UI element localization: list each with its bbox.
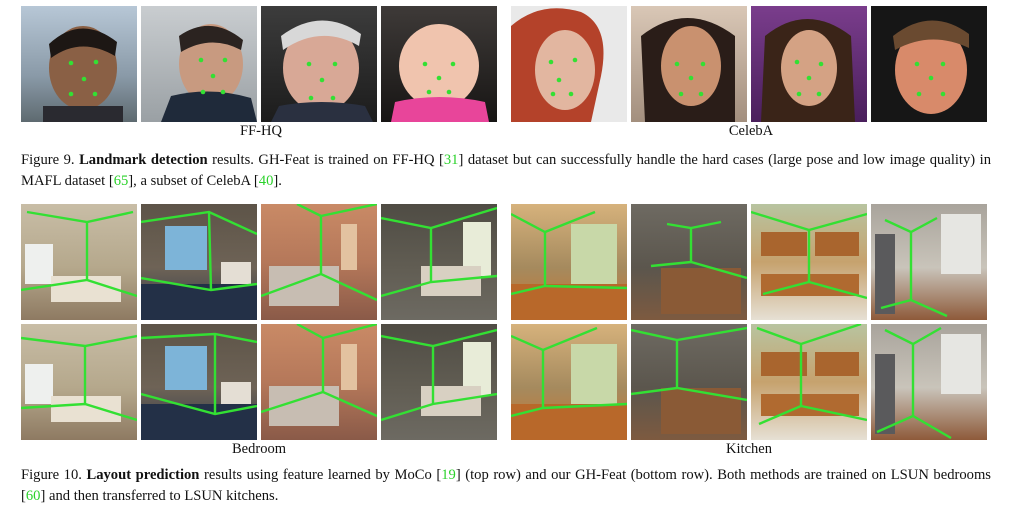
bedroom-image-moco-1 <box>21 204 137 320</box>
citation-link[interactable]: 40 <box>258 173 274 189</box>
citation-link[interactable]: 65 <box>113 173 129 189</box>
face-image-celeba-3 <box>751 6 867 122</box>
citation-link[interactable]: 31 <box>443 152 459 168</box>
bedroom-image-ghfeat-4 <box>381 324 497 440</box>
kitchen-image-ghfeat-4 <box>871 324 987 440</box>
caption-prefix: Figure 10. <box>21 467 82 483</box>
bedroom-image-moco-4 <box>381 204 497 320</box>
kitchen-image-moco-4 <box>871 204 987 320</box>
caption-text: ], a subset of CelebA [ <box>128 173 259 189</box>
group-label-bedroom: Bedroom <box>232 441 286 457</box>
bedroom-image-moco-2 <box>141 204 257 320</box>
group-label-kitchen: Kitchen <box>726 441 772 457</box>
kitchen-image-ghfeat-2 <box>631 324 747 440</box>
figure-9-caption: Figure 9. Landmark detection results. GH… <box>21 150 991 192</box>
citation-link[interactable]: 19 <box>441 467 456 483</box>
face-image-celeba-1 <box>511 6 627 122</box>
caption-text: results using feature learned by MoCo [ <box>199 467 442 483</box>
group-label-ffhq: FF-HQ <box>240 123 282 139</box>
kitchen-image-ghfeat-3 <box>751 324 867 440</box>
caption-prefix: Figure 9. <box>21 152 75 168</box>
kitchen-image-moco-2 <box>631 204 747 320</box>
caption-bold-term: Landmark detection <box>79 152 208 168</box>
bedroom-image-ghfeat-2 <box>141 324 257 440</box>
group-label-celeba: CelebA <box>728 123 774 139</box>
figure-10-caption: Figure 10. Layout prediction results usi… <box>21 465 991 507</box>
face-image-ffhq-2 <box>141 6 257 122</box>
caption-text: ]. <box>273 173 282 189</box>
face-image-celeba-4 <box>871 6 987 122</box>
caption-text: ] and then transferred to LSUN kitchens. <box>40 488 279 504</box>
kitchen-image-ghfeat-1 <box>511 324 627 440</box>
kitchen-image-moco-1 <box>511 204 627 320</box>
citation-link[interactable]: 60 <box>25 488 41 504</box>
face-image-ffhq-4 <box>381 6 497 122</box>
caption-text: ] dataset but can successfully handle th… <box>21 152 991 189</box>
caption-bold-term: Layout prediction <box>86 467 200 483</box>
face-image-ffhq-3 <box>261 6 377 122</box>
bedroom-image-moco-3 <box>261 204 377 320</box>
bedroom-image-ghfeat-1 <box>21 324 137 440</box>
kitchen-image-moco-3 <box>751 204 867 320</box>
face-image-ffhq-1 <box>21 6 137 122</box>
bedroom-image-ghfeat-3 <box>261 324 377 440</box>
caption-text: ] (top row) and our GH-Feat (bottom row)… <box>21 467 991 504</box>
face-image-celeba-2 <box>631 6 747 122</box>
caption-text: results. GH-Feat is trained on FF-HQ [ <box>207 152 444 168</box>
